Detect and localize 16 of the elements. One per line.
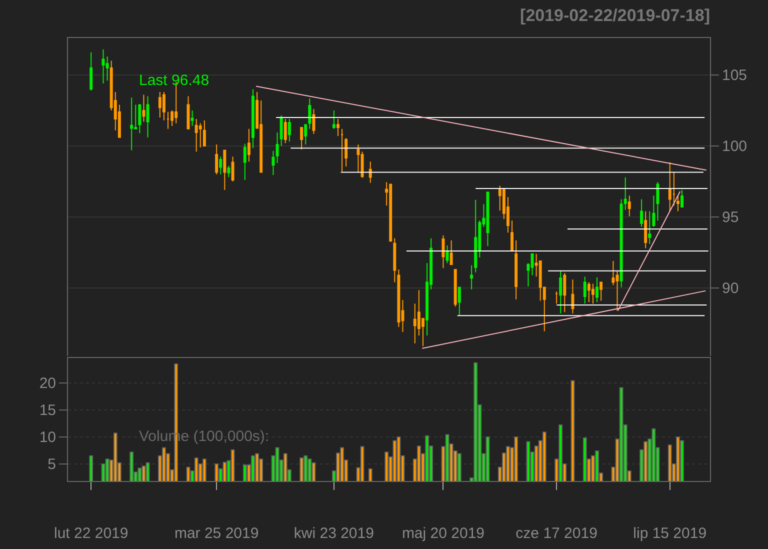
- y-tick-label: 105: [722, 67, 748, 84]
- x-tick-label: kwi 23 2019: [294, 525, 374, 542]
- x-tick-label: cze 17 2019: [516, 525, 598, 542]
- x-tick-label: maj 20 2019: [402, 525, 484, 542]
- x-tick-label: mar 25 2019: [174, 525, 259, 542]
- y-tick-label: 90: [722, 280, 739, 298]
- chart-title: [2019-02-22/2019-07-18]: [520, 6, 710, 25]
- y-tick-label: 10: [39, 429, 56, 446]
- annotation: Last 96.48: [139, 72, 210, 89]
- y-tick-label: 5: [48, 456, 56, 474]
- y-tick-label: 15: [39, 402, 56, 420]
- y-tick-label: 20: [39, 375, 56, 392]
- y-tick-label: 100: [722, 138, 748, 156]
- y-tick-label: 95: [722, 209, 739, 226]
- x-tick-label: lut 22 2019: [54, 525, 128, 542]
- x-tick-label: lip 15 2019: [633, 525, 707, 542]
